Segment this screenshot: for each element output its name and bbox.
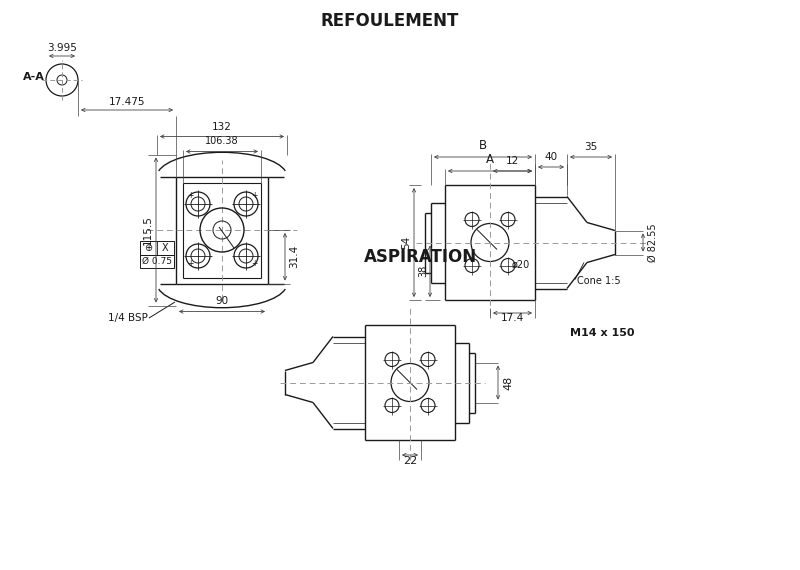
Text: M14 x 150: M14 x 150 (570, 328, 634, 338)
Bar (140, 241, 174, 255)
Text: ø20: ø20 (512, 259, 530, 270)
Text: ⊕: ⊕ (145, 243, 153, 253)
Text: X: X (162, 243, 169, 253)
Text: +: + (187, 192, 193, 201)
Bar (140, 255, 174, 268)
Text: 35: 35 (584, 142, 598, 152)
Text: +: + (251, 259, 257, 268)
Text: ASPIRATION: ASPIRATION (363, 248, 477, 266)
Text: Ø 82.55: Ø 82.55 (648, 223, 658, 262)
Text: 17.475: 17.475 (109, 97, 146, 107)
Text: 1/4 BSP: 1/4 BSP (108, 313, 148, 323)
Text: 22: 22 (403, 456, 417, 466)
Text: 132: 132 (212, 121, 232, 132)
Text: Ø 0.75: Ø 0.75 (142, 257, 172, 266)
Text: 3.995: 3.995 (47, 43, 77, 53)
Text: 17.4: 17.4 (501, 313, 524, 323)
Text: 115.5: 115.5 (143, 215, 153, 245)
Text: 48: 48 (503, 376, 513, 390)
Text: REFOULEMENT: REFOULEMENT (321, 12, 459, 30)
Text: A-A: A-A (23, 72, 45, 82)
Text: 12: 12 (506, 156, 519, 166)
Text: 90: 90 (215, 296, 229, 307)
Text: 106.38: 106.38 (205, 136, 239, 146)
Text: +: + (251, 192, 257, 201)
Text: 31.4: 31.4 (289, 245, 299, 268)
Text: +: + (187, 259, 193, 268)
Text: 38: 38 (418, 265, 428, 278)
Text: 54: 54 (401, 236, 411, 249)
Text: B: B (479, 139, 487, 152)
Text: 40: 40 (545, 152, 558, 162)
Text: A: A (486, 153, 494, 166)
Text: Cone 1:5: Cone 1:5 (577, 275, 621, 286)
